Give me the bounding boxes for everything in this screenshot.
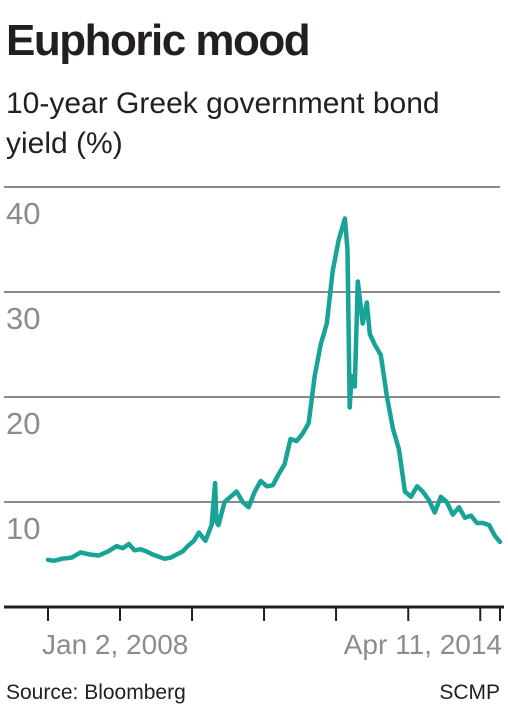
x-tick-label: Apr 11, 2014 bbox=[344, 629, 502, 660]
chart-subtitle: 10-year Greek government bond yield (%) bbox=[6, 87, 440, 160]
y-tick-label: 20 bbox=[6, 406, 40, 441]
series-line bbox=[45, 216, 503, 564]
chart-title: Euphoric mood bbox=[6, 16, 311, 65]
y-tick-label: 40 bbox=[6, 196, 40, 231]
credit-label: SCMP bbox=[439, 681, 500, 704]
x-tick-label: Jan 2, 2008 bbox=[42, 629, 188, 660]
y-tick-label: 10 bbox=[6, 511, 40, 546]
y-tick-label: 30 bbox=[6, 301, 40, 336]
source-note: Source: Bloomberg bbox=[6, 681, 186, 704]
